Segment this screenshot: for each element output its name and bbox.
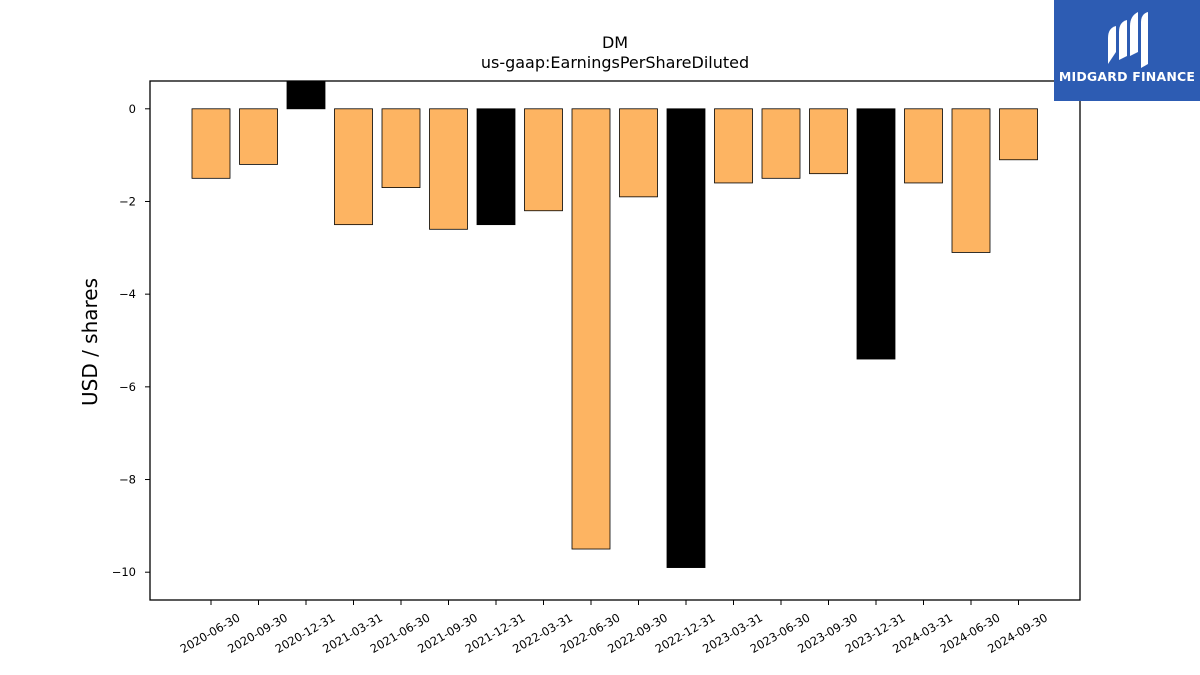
bar-2022-09-30 [619, 108, 658, 198]
plot-frame [149, 80, 1081, 601]
y-axis-label: USD / shares [78, 278, 102, 406]
midgard-logo-icon [1108, 12, 1148, 68]
bar-2024-03-31 [904, 108, 943, 184]
bar-2023-12-31 [856, 108, 896, 360]
y-tick-label: −6 [119, 380, 136, 394]
bar-2021-06-30 [381, 108, 421, 188]
bar-2021-12-31 [476, 108, 516, 226]
y-tick-label: −8 [119, 473, 136, 487]
y-tick-label: −10 [112, 565, 136, 579]
bar-2021-03-31 [334, 108, 373, 226]
bar-2023-06-30 [761, 108, 801, 179]
bar-2024-06-30 [951, 108, 991, 253]
bar-2023-03-31 [714, 108, 753, 184]
chart-title: DM [602, 33, 628, 52]
logo-text: MIDGARD FINANCE [1058, 69, 1196, 84]
chart-subtitle: us-gaap:EarningsPerShareDiluted [481, 53, 749, 72]
bar-2022-12-31 [666, 108, 706, 568]
y-tick-label: 0 [129, 102, 136, 116]
y-tick-label: −2 [119, 194, 136, 208]
x-ticks: 2020-06-302020-09-302020-12-312021-03-31… [178, 600, 1050, 656]
bar-2022-06-30 [571, 108, 611, 550]
bar-2024-09-30 [999, 108, 1038, 161]
bar-2020-06-30 [191, 108, 231, 179]
bar-2021-09-30 [429, 108, 468, 230]
bar-2020-12-31 [286, 80, 326, 110]
bar-2020-09-30 [239, 108, 278, 165]
y-ticks: 0 −2 −4 −6 −8 −10 [112, 102, 150, 579]
bar-2023-09-30 [809, 108, 848, 175]
y-tick-label: −4 [119, 287, 136, 301]
brand-logo: MIDGARD FINANCE [1054, 0, 1200, 101]
bar-2022-03-31 [524, 108, 563, 212]
bars-group [191, 80, 1038, 568]
